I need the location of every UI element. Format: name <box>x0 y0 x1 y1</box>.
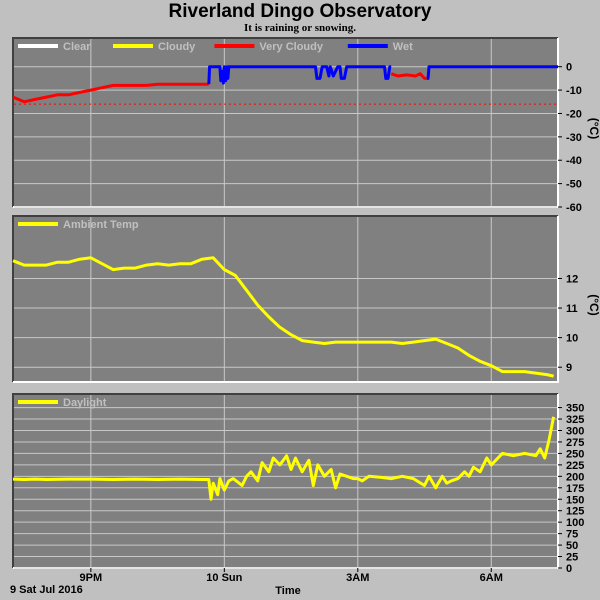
panel-3-ytick-label: 100 <box>566 517 584 529</box>
panel-3-background <box>13 394 558 568</box>
panel-3-ytick-label: 125 <box>566 506 584 518</box>
panel-1-legend-label: Cloudy <box>158 41 196 53</box>
panel-1-background <box>13 38 558 207</box>
panel-3-ytick-label: 275 <box>566 437 584 449</box>
panel-3-ytick-label: 250 <box>566 448 584 460</box>
panel-1-bevel-dark <box>12 37 558 207</box>
panel-1-series-very-cloudy <box>12 82 209 104</box>
panel-3-ytick-label: 150 <box>566 494 584 506</box>
x-tick-label: 3AM <box>346 572 369 584</box>
panel-3-ytick-label: 350 <box>566 403 584 415</box>
x-tick-label: 10 Sun <box>206 572 242 584</box>
x-tick-label: 6AM <box>480 572 503 584</box>
page-title: Riverland Dingo Observatory <box>168 1 432 22</box>
panel-2-ytick-label: 9 <box>566 362 572 374</box>
panel-1-ytick-label: -20 <box>566 108 582 120</box>
page-subtitle: It is raining or snowing. <box>244 22 356 34</box>
panel-3-ytick-label: 325 <box>566 414 584 426</box>
panel-1-series-wet <box>207 65 392 85</box>
panel-3-ytick-label: 225 <box>566 460 584 472</box>
panel-1-legend-label: Very Cloudy <box>259 41 323 53</box>
x-tick-label: 9PM <box>80 572 103 584</box>
panel-3-legend-label: Daylight <box>63 397 107 409</box>
panel-3-series-daylight <box>12 416 556 501</box>
panel-3-bevel-dark <box>12 393 558 568</box>
panel-1-series-very-cloudy <box>390 72 427 80</box>
panel-3-ytick-label: 50 <box>566 540 578 552</box>
panel-1-legend-label: Clear <box>63 41 91 53</box>
panel-2-legend-label: Ambient Temp <box>63 219 139 231</box>
panel-2-background <box>13 216 558 382</box>
panel-3-ytick-label: 0 <box>566 563 572 575</box>
panel-1-ytick-label: 0 <box>566 62 572 74</box>
panel-3-ytick-label: 175 <box>566 483 584 495</box>
panel-1-ytick-label: -40 <box>566 155 582 167</box>
panel-1-series-wet <box>426 65 558 80</box>
panel-2-ytick-label: 10 <box>566 333 578 345</box>
panel-2-series-ambient-temp <box>12 256 554 378</box>
panel-2-bevel-dark <box>12 215 558 382</box>
panel-3-ytick-label: 25 <box>566 552 578 564</box>
panel-1-ytick-label: -30 <box>566 132 582 144</box>
panel-3-ytick-label: 300 <box>566 426 584 438</box>
x-axis-label: Time <box>275 585 300 597</box>
panel-1-ytick-label: -10 <box>566 85 582 97</box>
panel-2-ytick-label: 12 <box>566 273 578 285</box>
panel-1-ytick-label: -60 <box>566 202 582 214</box>
panel-3-ytick-label: 75 <box>566 529 578 541</box>
panel-2-ytick-label: 11 <box>566 303 578 315</box>
panel-3-ytick-label: 200 <box>566 471 584 483</box>
panel-2-ylabel: (°C) <box>587 294 600 315</box>
date-label: 9 Sat Jul 2016 <box>10 584 83 596</box>
panel-1-ytick-label: -50 <box>566 179 582 191</box>
panel-2-bevel-light <box>13 216 559 383</box>
panel-1-legend-label: Wet <box>393 41 413 53</box>
panel-1-ylabel: (°C) <box>587 118 600 139</box>
